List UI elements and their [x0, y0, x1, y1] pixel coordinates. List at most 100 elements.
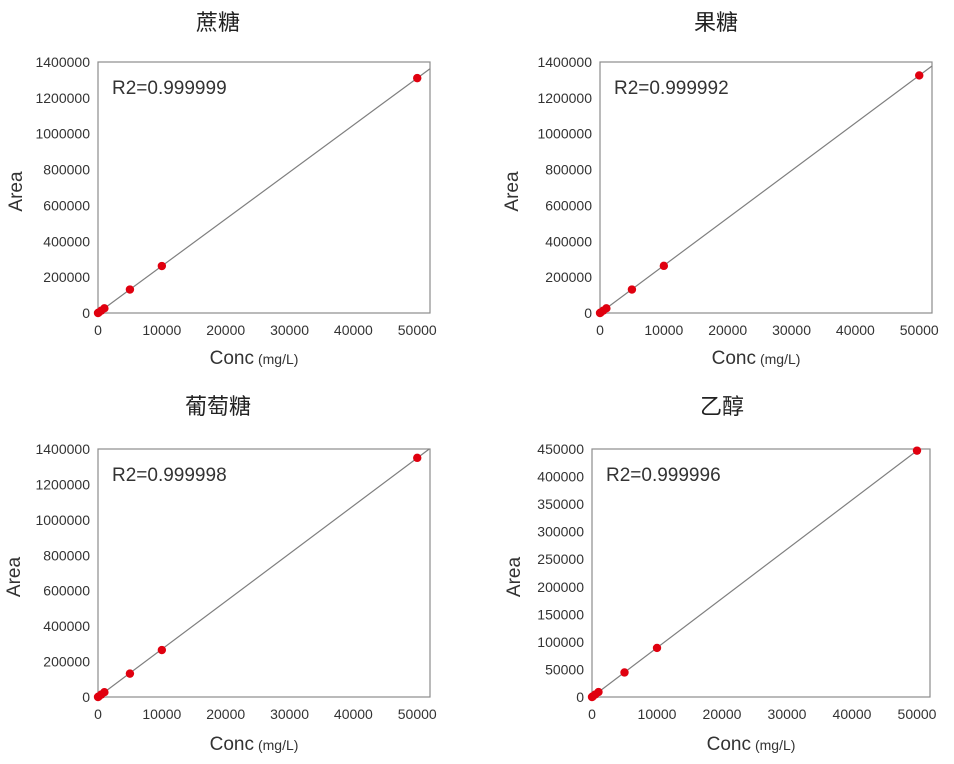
- y-tick-label: 300000: [537, 524, 584, 540]
- data-point: [627, 285, 637, 294]
- x-tick-label: 40000: [334, 706, 373, 722]
- trendline: [97, 68, 431, 314]
- plot-frame: [97, 61, 431, 314]
- data-point: [157, 645, 167, 655]
- y-axis-label: Area: [4, 557, 25, 598]
- y-tick-label: 800000: [545, 162, 592, 178]
- y-tick-label: 600000: [43, 583, 90, 599]
- y-tick-label: 1000000: [35, 512, 90, 528]
- x-axis-label: Conc: [707, 734, 751, 755]
- x-tick-label: 30000: [270, 322, 309, 338]
- x-axis-label-group: Conc (mg/L): [707, 734, 796, 755]
- chart-title: 葡萄糖: [185, 395, 251, 420]
- y-tick-label: 200000: [43, 269, 90, 285]
- x-tick-label: 0: [596, 322, 604, 338]
- data-point: [125, 669, 135, 678]
- y-tick-label: 1000000: [35, 126, 90, 142]
- y-tick-label: 150000: [537, 606, 584, 622]
- chart-title: 果糖: [694, 11, 738, 36]
- chart-ethanol: 乙醇 0 50000 100000 150000 200000 250000 300000 35…: [500, 384, 950, 764]
- y-tick-label: 400000: [537, 469, 584, 485]
- y-axis-label: Area: [6, 171, 27, 212]
- y-tick-label: 50000: [545, 661, 584, 677]
- x-axis-label: Conc: [210, 348, 254, 369]
- x-tick-label: 0: [588, 706, 596, 722]
- y-tick-label: 1200000: [537, 90, 592, 106]
- data-point: [912, 446, 922, 455]
- y-tick-label: 1200000: [35, 90, 90, 106]
- y-tick-label: 600000: [545, 197, 592, 213]
- chart-title: 蔗糖: [196, 11, 240, 36]
- data-point: [652, 643, 662, 653]
- chart-glucose: 葡萄糖 0 200000 400000 600000 800000 1000000 12000…: [0, 384, 450, 764]
- x-axis-label: Conc: [210, 734, 254, 755]
- x-tick-label: 50000: [398, 706, 437, 722]
- r2-annotation: R2=0.999998: [112, 465, 227, 486]
- x-tick-label: 10000: [644, 322, 683, 338]
- plot-frame: [97, 448, 431, 698]
- data-point: [100, 688, 109, 697]
- data-point: [915, 71, 924, 80]
- x-tick-label: 10000: [142, 706, 181, 722]
- y-tick-label: 400000: [545, 233, 592, 249]
- y-tick-label: 200000: [43, 654, 90, 670]
- x-axis-unit: (mg/L): [755, 737, 795, 753]
- x-axis-label-group: Conc (mg/L): [210, 734, 299, 755]
- y-tick-label: 1400000: [35, 54, 90, 70]
- y-tick-label: 250000: [537, 551, 584, 567]
- y-tick-label: 1000000: [537, 126, 592, 142]
- chart-svg: 果糖02000004000006000008000001000000120000…: [502, 11, 939, 369]
- trendline: [591, 448, 920, 698]
- x-tick-label: 20000: [206, 706, 245, 722]
- plot-frame: [599, 61, 933, 314]
- data-point: [157, 261, 167, 271]
- x-tick-label: 50000: [898, 706, 937, 722]
- y-tick-label: 200000: [545, 269, 592, 285]
- x-tick-label: 0: [94, 322, 102, 338]
- y-tick-label: 0: [584, 305, 592, 321]
- data-point: [594, 687, 603, 697]
- y-tick-label: 450000: [537, 441, 584, 457]
- x-tick-label: 30000: [768, 706, 807, 722]
- y-tick-label: 0: [82, 305, 90, 321]
- x-tick-label: 0: [94, 706, 102, 722]
- y-tick-label: 100000: [537, 634, 584, 650]
- data-point: [100, 304, 109, 313]
- data-point: [602, 304, 611, 313]
- data-point: [413, 453, 422, 463]
- y-tick-label: 400000: [43, 233, 90, 249]
- x-axis-label: Conc: [712, 348, 756, 369]
- y-tick-label: 800000: [43, 162, 90, 178]
- data-point: [620, 668, 629, 677]
- x-axis-unit: (mg/L): [258, 737, 298, 753]
- x-tick-label: 10000: [142, 322, 181, 338]
- y-tick-label: 600000: [43, 197, 90, 213]
- r2-annotation: R2=0.999992: [614, 78, 729, 99]
- data-point: [125, 285, 135, 294]
- y-tick-label: 1400000: [537, 54, 592, 70]
- x-tick-label: 40000: [334, 322, 373, 338]
- y-axis-label: Area: [504, 557, 525, 598]
- x-tick-label: 50000: [398, 322, 437, 338]
- data-point: [659, 261, 669, 271]
- x-axis-unit: (mg/L): [760, 351, 800, 367]
- chart-sucrose: 蔗糖 0 200000 400000 600000 800000 1000000 120000…: [0, 0, 450, 380]
- x-axis-unit: (mg/L): [258, 351, 298, 367]
- x-tick-label: 30000: [270, 706, 309, 722]
- x-tick-label: 40000: [833, 706, 872, 722]
- x-tick-label: 40000: [836, 322, 875, 338]
- x-tick-label: 30000: [772, 322, 811, 338]
- x-tick-label: 20000: [206, 322, 245, 338]
- y-tick-label: 200000: [537, 579, 584, 595]
- r2-annotation: R2=0.999999: [112, 78, 227, 99]
- chart-title: 乙醇: [700, 395, 744, 420]
- x-tick-label: 50000: [900, 322, 939, 338]
- y-tick-label: 400000: [43, 618, 90, 634]
- trendline: [599, 65, 933, 314]
- y-tick-label: 1400000: [35, 441, 90, 457]
- x-tick-label: 10000: [638, 706, 677, 722]
- chart-svg: 葡萄糖0200000400000600000800000100000012000…: [4, 395, 437, 755]
- data-point: [413, 73, 422, 83]
- y-tick-label: 350000: [537, 496, 584, 512]
- plot-frame: [591, 448, 931, 698]
